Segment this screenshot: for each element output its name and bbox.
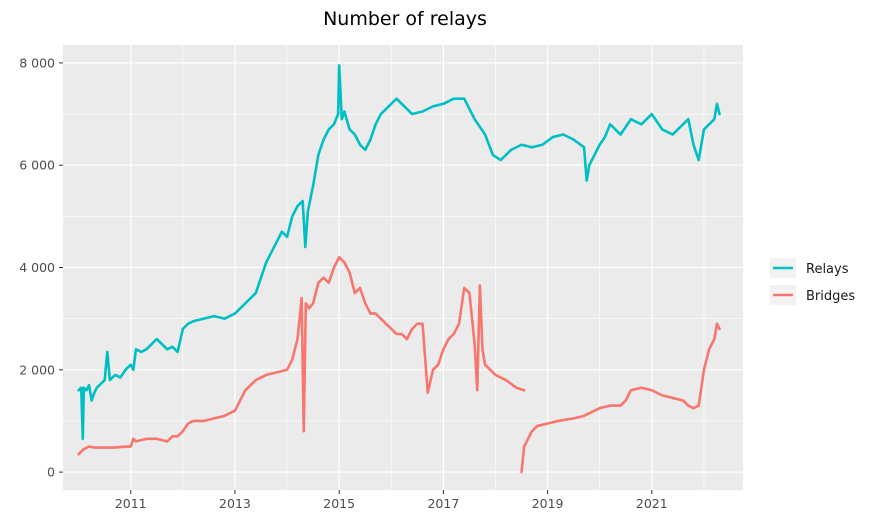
series-line-bridges	[77, 255, 526, 456]
y-tick-label: 2 000	[19, 362, 55, 377]
y-tick-label: 0	[47, 465, 55, 480]
x-tick-label: 2013	[219, 496, 251, 511]
legend-label: Bridges	[806, 289, 855, 304]
series-lines	[77, 64, 721, 474]
legend: Relays Bridges	[770, 258, 855, 305]
legend-label: Relays	[806, 262, 849, 277]
x-tick-label: 2011	[115, 496, 147, 511]
y-tick-label: 8 000	[19, 55, 55, 70]
series-line-relays	[77, 64, 721, 441]
y-tick-label: 4 000	[19, 260, 55, 275]
series-line-bridges-continued	[520, 322, 721, 474]
major-gridlines	[63, 45, 743, 490]
y-tick-label: 6 000	[19, 158, 55, 173]
x-tick-label: 2017	[427, 496, 459, 511]
y-axis: 0 2 000 4 000 6 000 8 000	[19, 55, 63, 480]
x-tick-label: 2021	[636, 496, 668, 511]
x-tick-label: 2015	[323, 496, 355, 511]
x-tick-label: 2019	[532, 496, 564, 511]
x-axis: 2011 2013 2015 2017 2019 2021	[115, 490, 668, 511]
chart-title: Number of relays	[323, 8, 487, 30]
